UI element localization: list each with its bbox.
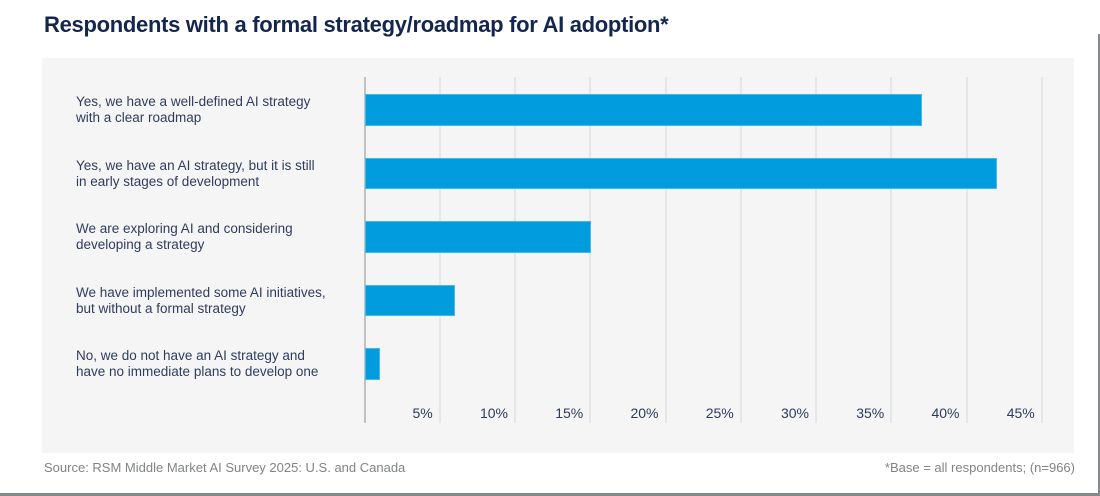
category-label: No, we do not have an AI strategy and hav… bbox=[76, 348, 358, 380]
category-label: Yes, we have a well-defined AI strategy w… bbox=[76, 94, 358, 126]
gridline bbox=[664, 77, 667, 423]
category-label: We are exploring AI and considering devel… bbox=[76, 221, 358, 253]
frame-border-bottom bbox=[0, 493, 1100, 496]
axis-baseline bbox=[363, 77, 366, 423]
gridline bbox=[815, 77, 817, 423]
bar bbox=[365, 348, 381, 380]
category-label-line: but without a formal strategy bbox=[76, 300, 246, 316]
chart-title: Respondents with a formal strategy/roadm… bbox=[44, 12, 669, 37]
x-tick-label: 5% bbox=[412, 405, 433, 421]
x-tick-label: 20% bbox=[630, 405, 659, 421]
gridline bbox=[739, 77, 742, 423]
source-note: Source: RSM Middle Market AI Survey 2025… bbox=[44, 460, 406, 475]
x-tick-label: 10% bbox=[479, 405, 508, 421]
gridline bbox=[1040, 77, 1043, 423]
bar bbox=[365, 157, 998, 190]
category-label-line: developing a strategy bbox=[76, 237, 205, 253]
bar bbox=[365, 94, 922, 126]
x-tick-label: 35% bbox=[856, 405, 885, 421]
category-label-line: in early stages of development bbox=[76, 173, 260, 189]
x-tick-label: 45% bbox=[1006, 405, 1035, 421]
base-note: *Base = all respondents; (n=966) bbox=[884, 460, 1075, 475]
category-label-line: We have implemented some AI initiatives, bbox=[76, 284, 326, 300]
bar bbox=[365, 284, 456, 317]
category-label-line: Yes, we have a well-defined AI strategy bbox=[76, 94, 311, 109]
category-label: We have implemented some AI initiatives,… bbox=[76, 285, 358, 317]
x-tick-label: 25% bbox=[705, 405, 734, 421]
category-label-line: We are exploring AI and considering bbox=[76, 221, 293, 237]
x-tick-label: 40% bbox=[931, 405, 960, 421]
x-tick-label: 15% bbox=[555, 405, 584, 421]
category-label: Yes, we have an AI strategy, but it is s… bbox=[76, 158, 358, 190]
x-tick-label: 30% bbox=[780, 405, 809, 421]
frame-border-right bbox=[1098, 34, 1100, 496]
bar bbox=[365, 221, 591, 253]
gridline bbox=[890, 77, 893, 423]
category-label-line: Yes, we have an AI strategy, but it is s… bbox=[76, 157, 315, 173]
gridline bbox=[965, 77, 968, 423]
category-label-line: No, we do not have an AI strategy and bbox=[76, 348, 305, 364]
category-label-line: have no immediate plans to develop one bbox=[76, 364, 319, 380]
category-label-line: with a clear roadmap bbox=[76, 110, 202, 125]
chart-panel: 5% 10% 15% 20% 25% 30% 35% 40% 45% Yes, we have a… bbox=[42, 58, 1074, 453]
